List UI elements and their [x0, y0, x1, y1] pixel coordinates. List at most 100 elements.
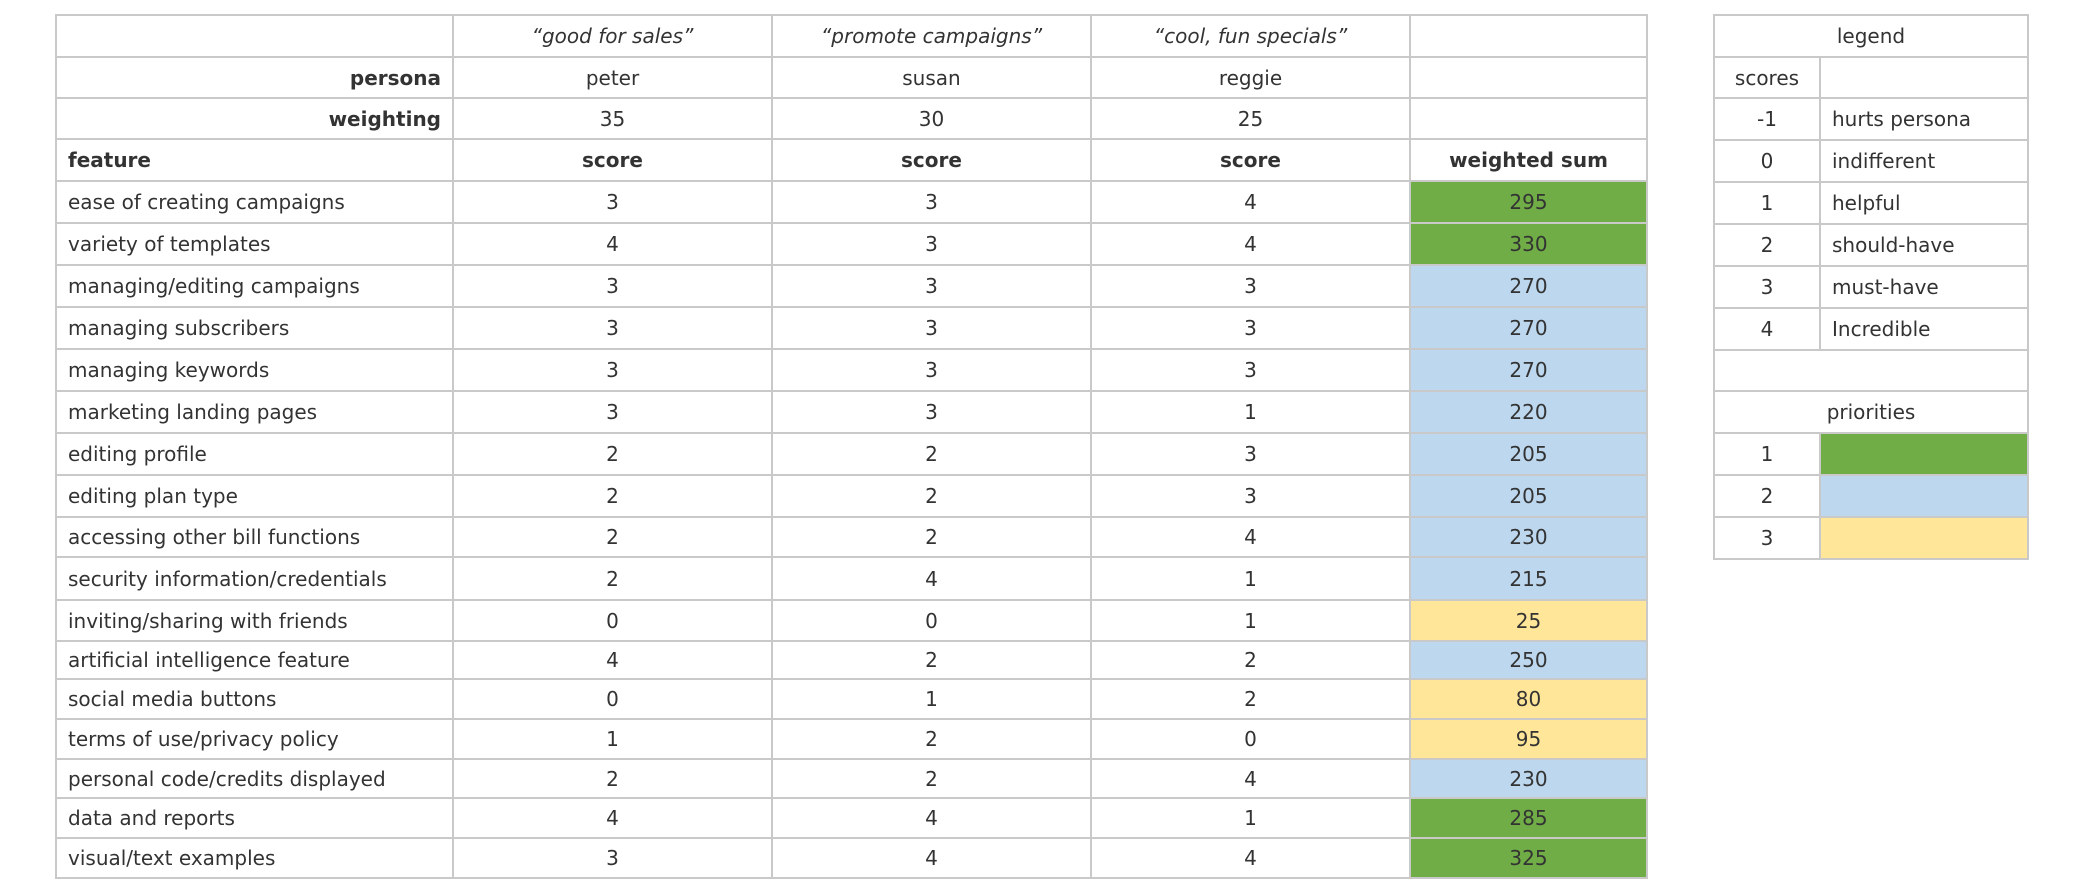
persona-score: 0	[452, 599, 773, 642]
weighted-sum-column-header: weighted sum	[1409, 138, 1648, 182]
legend-priority-value: 3	[1713, 516, 1821, 560]
feature-name: personal code/credits displayed	[55, 758, 454, 799]
persona-score: 2	[771, 640, 1092, 680]
feature-name: accessing other bill functions	[55, 516, 454, 558]
legend-score-value: 3	[1713, 265, 1821, 309]
persona-score: 2	[452, 758, 773, 799]
table-row: terms of use/privacy policy 1 2 0 95	[55, 718, 1648, 760]
weighted-sum: 325	[1409, 837, 1648, 879]
persona-row: persona peter susan reggie	[55, 56, 1648, 99]
weighted-sum: 230	[1409, 758, 1648, 799]
persona-score: 0	[771, 599, 1092, 642]
persona-score: 3	[771, 306, 1092, 350]
persona-score: 3	[452, 390, 773, 434]
legend-priority-row: 2	[1713, 474, 2029, 518]
persona-score: 3	[452, 264, 773, 308]
table-row: accessing other bill functions 2 2 4 230	[55, 516, 1648, 558]
persona-score: 3	[771, 222, 1092, 266]
legend-score-meaning: helpful	[1819, 181, 2029, 225]
legend-score-value: -1	[1713, 97, 1821, 141]
persona-score: 2	[771, 432, 1092, 476]
legend-priority-swatch	[1819, 474, 2029, 518]
persona-score: 1	[452, 718, 773, 760]
column-header-row: feature score score score weighted sum	[55, 138, 1648, 182]
feature-name: visual/text examples	[55, 837, 454, 879]
feature-name: artificial intelligence feature	[55, 640, 454, 680]
persona-name: susan	[771, 56, 1092, 99]
persona-quote: “good for sales”	[452, 14, 773, 58]
persona-score: 3	[1090, 348, 1411, 392]
weighting-value: 35	[452, 97, 773, 140]
legend-score-meaning: hurts persona	[1819, 97, 2029, 141]
legend-score-meaning: Incredible	[1819, 307, 2029, 351]
legend-score-row: 0 indifferent	[1713, 139, 2029, 183]
legend-scores-label: scores	[1713, 56, 1821, 99]
legend-score-row: -1 hurts persona	[1713, 97, 2029, 141]
weighted-sum: 250	[1409, 640, 1648, 680]
legend-title-row: legend	[1713, 14, 2029, 58]
persona-score: 1	[1090, 556, 1411, 601]
weighting-row: weighting 35 30 25	[55, 97, 1648, 140]
persona-score: 1	[771, 678, 1092, 720]
table-row: data and reports 4 4 1 285	[55, 797, 1648, 839]
persona-score: 4	[1090, 516, 1411, 558]
quote-row: “good for sales” “promote campaigns” “co…	[55, 14, 1648, 58]
feature-scoring-table: “good for sales” “promote campaigns” “co…	[55, 14, 1648, 879]
persona-score: 3	[1090, 306, 1411, 350]
persona-score: 2	[452, 556, 773, 601]
table-row: editing profile 2 2 3 205	[55, 432, 1648, 476]
feature-name: variety of templates	[55, 222, 454, 266]
table-row: ease of creating campaigns 3 3 4 295	[55, 180, 1648, 224]
legend-score-row: 2 should-have	[1713, 223, 2029, 267]
empty-cell	[1819, 56, 2029, 99]
score-column-header: score	[1090, 138, 1411, 182]
legend-spacer-row	[1713, 349, 2029, 392]
empty-cell	[1409, 97, 1648, 140]
table-row: social media buttons 0 1 2 80	[55, 678, 1648, 720]
persona-score: 1	[1090, 599, 1411, 642]
empty-cell	[1409, 56, 1648, 99]
legend-priority-row: 3	[1713, 516, 2029, 560]
persona-score: 4	[771, 797, 1092, 839]
table-row: security information/credentials 2 4 1 215	[55, 556, 1648, 601]
legend-score-meaning: must-have	[1819, 265, 2029, 309]
legend-priorities-label: priorities	[1713, 390, 2029, 434]
persona-score: 4	[1090, 758, 1411, 799]
persona-score: 3	[452, 306, 773, 350]
legend-score-value: 4	[1713, 307, 1821, 351]
legend-score-value: 0	[1713, 139, 1821, 183]
persona-score: 2	[452, 474, 773, 518]
empty-cell	[1713, 349, 2029, 392]
legend-priority-row: 1	[1713, 432, 2029, 476]
persona-score: 1	[1090, 390, 1411, 434]
weighted-sum: 270	[1409, 264, 1648, 308]
feature-name: editing plan type	[55, 474, 454, 518]
feature-name: social media buttons	[55, 678, 454, 720]
empty-cell	[1409, 14, 1648, 58]
weighted-sum: 205	[1409, 474, 1648, 518]
persona-score: 4	[452, 640, 773, 680]
persona-score: 3	[771, 180, 1092, 224]
persona-quote: “promote campaigns”	[771, 14, 1092, 58]
table-row: variety of templates 4 3 4 330	[55, 222, 1648, 266]
feature-name: marketing landing pages	[55, 390, 454, 434]
feature-column-header: feature	[55, 138, 454, 182]
persona-score: 3	[771, 348, 1092, 392]
score-column-header: score	[771, 138, 1092, 182]
legend-score-row: 3 must-have	[1713, 265, 2029, 309]
weighted-sum: 95	[1409, 718, 1648, 760]
feature-name: data and reports	[55, 797, 454, 839]
weighted-sum: 270	[1409, 348, 1648, 392]
persona-score: 2	[771, 516, 1092, 558]
persona-score: 4	[452, 222, 773, 266]
legend-priority-value: 2	[1713, 474, 1821, 518]
weighted-sum: 230	[1409, 516, 1648, 558]
weighted-sum: 330	[1409, 222, 1648, 266]
legend-score-row: 4 Incredible	[1713, 307, 2029, 351]
persona-score: 4	[771, 837, 1092, 879]
feature-name: editing profile	[55, 432, 454, 476]
table-row: visual/text examples 3 4 4 325	[55, 837, 1648, 879]
weighted-sum: 295	[1409, 180, 1648, 224]
persona-score: 1	[1090, 797, 1411, 839]
persona-score: 2	[771, 474, 1092, 518]
